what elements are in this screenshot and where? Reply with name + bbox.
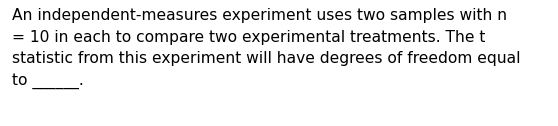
Text: An independent-measures experiment uses two samples with n
= 10 in each to compa: An independent-measures experiment uses … — [12, 8, 521, 89]
